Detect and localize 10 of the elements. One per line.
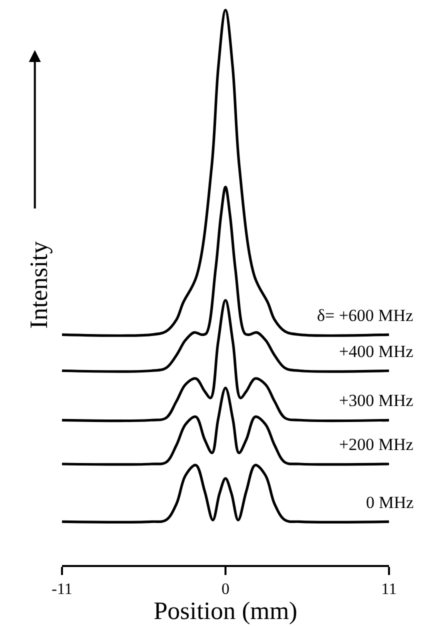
y-axis-title: Intensity xyxy=(26,240,53,329)
x-tick-label: 0 xyxy=(222,581,230,598)
series-label: +300 MHz xyxy=(339,391,414,410)
x-tick-label: -11 xyxy=(52,581,72,598)
x-axis-title: Position (mm) xyxy=(154,598,298,626)
series-label: +400 MHz xyxy=(339,342,414,361)
series-label: δ= +600 MHz xyxy=(317,306,414,325)
x-tick-label: 11 xyxy=(381,581,397,598)
series-label: 0 MHz xyxy=(366,493,414,512)
series-label: +200 MHz xyxy=(339,435,414,454)
